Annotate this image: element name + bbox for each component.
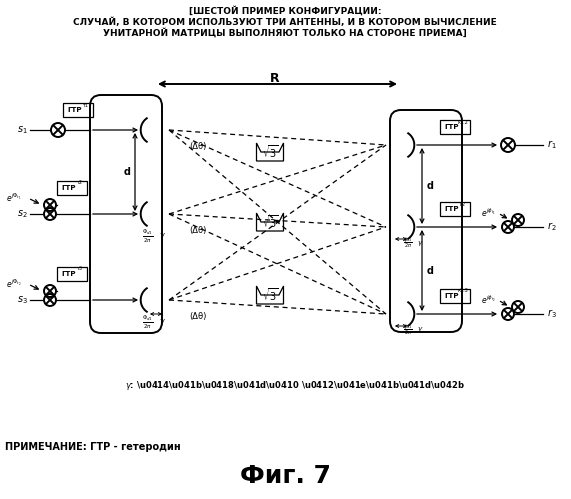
Text: $r_2$: $r_2$ xyxy=(547,221,557,234)
Text: $\gamma$: $\gamma$ xyxy=(417,325,423,334)
Bar xyxy=(57,181,87,195)
Bar xyxy=(440,202,470,216)
Text: $\frac{\Phi_{d1}}{2\pi}$: $\frac{\Phi_{d1}}{2\pi}$ xyxy=(142,313,154,331)
Text: ГТР: ГТР xyxy=(445,293,459,299)
Text: УНИТАРНОЙ МАТРИЦЫ ВЫПОЛНЯЮТ ТОЛЬКО НА СТОРОНЕ ПРИЕМА]: УНИТАРНОЙ МАТРИЦЫ ВЫПОЛНЯЮТ ТОЛЬКО НА СТ… xyxy=(103,28,467,38)
Text: $s_1$: $s_1$ xyxy=(17,124,27,136)
Text: Фиг. 7: Фиг. 7 xyxy=(239,464,331,488)
Text: $e^{j\Phi_{t_2}}$: $e^{j\Phi_{t_2}}$ xyxy=(6,278,22,290)
Text: d: d xyxy=(123,167,131,177)
Text: ГТР: ГТР xyxy=(445,206,459,212)
Text: $\frac{\phi_{d1}}{2\pi}$: $\frac{\phi_{d1}}{2\pi}$ xyxy=(403,236,413,250)
Bar xyxy=(440,120,470,134)
Text: $\sqrt{3}$: $\sqrt{3}$ xyxy=(262,287,278,303)
Bar xyxy=(63,103,93,117)
Text: (Δθ): (Δθ) xyxy=(190,311,207,320)
Text: к1.2: к1.2 xyxy=(457,119,468,124)
Text: $\sqrt{3}$: $\sqrt{3}$ xyxy=(262,214,278,231)
Text: ГТР: ГТР xyxy=(62,185,77,191)
Text: $\frac{\Phi_{d1}}{2\pi}$: $\frac{\Phi_{d1}}{2\pi}$ xyxy=(142,228,154,245)
Text: $\gamma$: $\gamma$ xyxy=(417,239,423,248)
Text: ГТР: ГТР xyxy=(68,107,82,113)
Text: т1: т1 xyxy=(83,102,89,107)
Text: $\frac{\phi_{d1}}{2\pi}$: $\frac{\phi_{d1}}{2\pi}$ xyxy=(403,322,413,337)
Text: $\gamma$: $\gamma$ xyxy=(159,231,166,242)
Text: d: d xyxy=(427,181,433,191)
Text: т3: т3 xyxy=(77,266,83,271)
Text: $r_1$: $r_1$ xyxy=(547,139,557,151)
Text: (Δθ): (Δθ) xyxy=(190,142,207,151)
Text: d: d xyxy=(427,265,433,275)
Text: [ШЕСТОЙ ПРИМЕР КОНФИГУРАЦИИ:: [ШЕСТОЙ ПРИМЕР КОНФИГУРАЦИИ: xyxy=(189,6,381,16)
Text: $\sqrt{3}$: $\sqrt{3}$ xyxy=(262,144,278,160)
Text: $s_3$: $s_3$ xyxy=(17,294,27,306)
Text: к2.3: к2.3 xyxy=(457,288,468,293)
Text: $r_3$: $r_3$ xyxy=(547,307,557,320)
Text: СЛУЧАЙ, В КОТОРОМ ИСПОЛЬЗУЮТ ТРИ АНТЕННЫ, И В КОТОРОМ ВЫЧИСЛЕНИЕ: СЛУЧАЙ, В КОТОРОМ ИСПОЛЬЗУЮТ ТРИ АНТЕННЫ… xyxy=(73,17,497,27)
Text: т2: т2 xyxy=(77,181,83,186)
Bar xyxy=(440,289,470,303)
Text: $\gamma$: \u0414\u041b\u0418\u041d\u0410 \u0412\u041e\u041b\u041d\u042b: $\gamma$: \u0414\u041b\u0418\u041d\u0410… xyxy=(125,379,465,392)
Text: $s_2$: $s_2$ xyxy=(17,208,27,220)
Text: $\gamma$: $\gamma$ xyxy=(159,316,166,327)
Text: ПРИМЕЧАНИЕ: ГТР - гетеродин: ПРИМЕЧАНИЕ: ГТР - гетеродин xyxy=(5,442,181,452)
Text: R: R xyxy=(270,71,280,84)
Text: ГТР: ГТР xyxy=(445,124,459,130)
Text: к2: к2 xyxy=(460,202,466,207)
Bar xyxy=(57,267,87,281)
Text: (Δθ): (Δθ) xyxy=(190,226,207,235)
Text: $e^{j\Phi_{t_1}}$: $e^{j\Phi_{t_1}}$ xyxy=(6,192,22,204)
Text: ГТР: ГТР xyxy=(62,271,77,277)
Text: $e^{j\phi_{t_1}}$: $e^{j\phi_{t_1}}$ xyxy=(481,207,496,219)
Text: $e^{j\phi_{t_2}}$: $e^{j\phi_{t_2}}$ xyxy=(481,294,496,306)
